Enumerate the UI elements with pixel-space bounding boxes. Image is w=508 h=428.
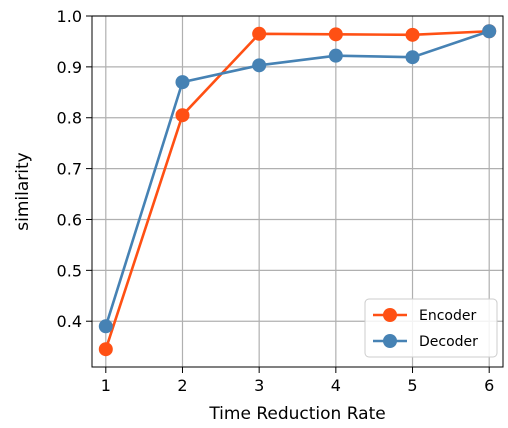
legend: Encoder Decoder xyxy=(364,298,498,358)
data-point xyxy=(405,27,420,42)
legend-swatch-marker xyxy=(383,308,397,322)
y-axis-label: similarity xyxy=(13,152,33,230)
legend-item-encoder: Encoder xyxy=(373,308,476,324)
series-line xyxy=(104,29,490,350)
ticks: 1 2 3 4 5 6 0.4 0.5 0.6 0.7 0.8 0.9 1.0 xyxy=(57,7,495,395)
data-point xyxy=(175,108,190,123)
series-decoder xyxy=(98,24,497,334)
data-point xyxy=(98,319,113,334)
series-line xyxy=(104,30,490,327)
y-tick-label: 0.6 xyxy=(57,210,82,229)
data-point xyxy=(405,50,420,65)
legend-label: Encoder xyxy=(419,308,476,324)
data-point xyxy=(175,75,190,90)
data-point xyxy=(252,58,267,73)
plot-frame xyxy=(91,15,504,368)
data-point xyxy=(328,48,343,63)
legend-swatch-marker xyxy=(383,334,397,348)
data-point xyxy=(328,27,343,42)
y-tick-label: 0.7 xyxy=(57,160,82,179)
x-tick-label: 3 xyxy=(254,376,264,395)
x-tick-label: 5 xyxy=(407,376,417,395)
y-tick-label: 1.0 xyxy=(57,7,82,26)
series xyxy=(98,24,497,357)
legend-box xyxy=(364,298,498,358)
y-tick-label: 0.9 xyxy=(57,58,82,77)
y-tick-label: 0.4 xyxy=(57,312,82,331)
x-tick-label: 4 xyxy=(331,376,341,395)
x-tick-label: 1 xyxy=(101,376,111,395)
legend-label: Decoder xyxy=(419,334,478,350)
y-tick-label: 0.5 xyxy=(57,261,82,280)
y-tick-label: 0.8 xyxy=(57,109,82,128)
data-point xyxy=(482,24,497,39)
x-tick-label: 6 xyxy=(484,376,494,395)
x-axis-label: Time Reduction Rate xyxy=(208,404,385,424)
x-tick-label: 2 xyxy=(177,376,187,395)
data-point xyxy=(252,26,267,41)
data-point xyxy=(98,342,113,357)
legend-item-decoder: Decoder xyxy=(373,334,478,350)
